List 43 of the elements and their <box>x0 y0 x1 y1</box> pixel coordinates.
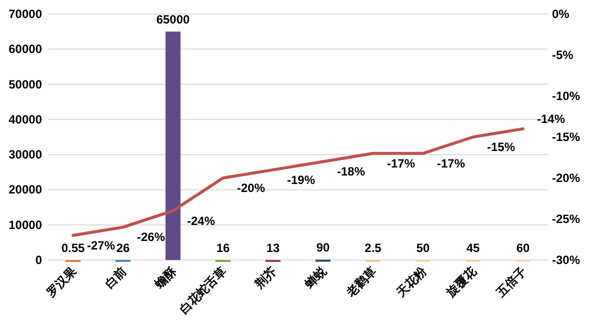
y2-tick-label: 0% <box>552 7 570 21</box>
x-tick-label: 旋覆花 <box>443 264 480 300</box>
data-label: -17% <box>387 156 416 170</box>
y2-tick-label: -15% <box>552 130 580 144</box>
data-label: -19% <box>287 172 316 187</box>
data-label: 16 <box>216 240 230 255</box>
data-label: -24% <box>187 214 216 228</box>
data-label: -17% <box>437 156 466 170</box>
data-label: 2.5 <box>364 240 382 255</box>
y-tick-label: 70000 <box>8 7 42 21</box>
x-tick-label: 蝉蜕 <box>302 264 330 292</box>
data-label: -15% <box>487 140 516 154</box>
y-tick-label: 60000 <box>8 42 42 56</box>
data-label: 45 <box>466 240 480 255</box>
y-tick-label: 20000 <box>8 182 42 197</box>
y2-tick-label: -10% <box>552 89 580 103</box>
data-label: -20% <box>237 181 266 195</box>
y-tick-label: 10000 <box>8 218 42 232</box>
y2-tick-label: -20% <box>552 171 580 185</box>
data-label: 90 <box>316 240 330 255</box>
data-label: 13 <box>266 240 280 255</box>
data-label: 50 <box>416 240 430 255</box>
y-tick-label: 30000 <box>8 148 42 162</box>
data-label: -18% <box>337 164 366 179</box>
data-label: -27% <box>87 238 116 252</box>
data-label: -26% <box>137 230 166 244</box>
y2-tick-label: -25% <box>552 212 580 226</box>
x-tick-label: 罗汉果 <box>43 264 80 300</box>
data-label: -14% <box>537 112 566 126</box>
y2-tick-label: -5% <box>552 48 574 62</box>
data-label: 65000 <box>156 12 190 27</box>
x-tick-label: 天花粉 <box>393 264 430 300</box>
x-tick-label: 五倍子 <box>493 264 530 300</box>
y2-tick-label: -30% <box>552 253 580 267</box>
y-tick-label: 40000 <box>8 112 42 126</box>
y-tick-label: 0 <box>35 253 42 267</box>
data-label: 0.55 <box>61 241 85 255</box>
data-label: 60 <box>516 240 530 255</box>
x-tick-label: 荆芥 <box>252 264 280 292</box>
x-tick-label: 白前 <box>102 264 130 292</box>
y-tick-label: 50000 <box>8 77 42 92</box>
data-label: 26 <box>116 240 130 255</box>
x-tick-label: 老鹳草 <box>343 264 380 300</box>
